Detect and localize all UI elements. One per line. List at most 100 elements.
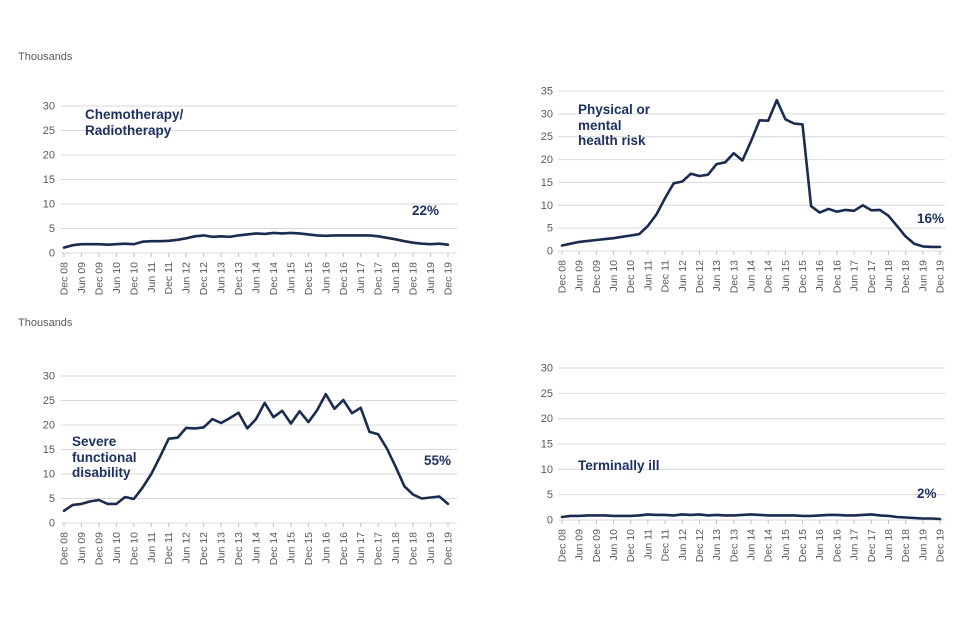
svg-text:20: 20: [43, 420, 55, 432]
svg-text:5: 5: [49, 493, 55, 505]
svg-text:Jun 10: Jun 10: [111, 262, 123, 294]
svg-text:Jun 14: Jun 14: [746, 529, 758, 561]
svg-text:Dec 14: Dec 14: [268, 262, 280, 295]
svg-text:Jun 13: Jun 13: [216, 532, 228, 564]
svg-text:15: 15: [541, 439, 553, 451]
svg-text:Dec 13: Dec 13: [233, 532, 245, 565]
svg-text:Jun 13: Jun 13: [711, 529, 723, 561]
svg-text:10: 10: [541, 464, 553, 476]
svg-text:Dec 12: Dec 12: [694, 260, 706, 293]
svg-text:20: 20: [541, 154, 553, 166]
svg-text:Jun 10: Jun 10: [111, 532, 123, 564]
svg-text:Dec 12: Dec 12: [694, 529, 706, 562]
svg-text:Dec 19: Dec 19: [443, 532, 455, 565]
svg-text:Dec 16: Dec 16: [831, 529, 843, 562]
svg-text:Dec 10: Dec 10: [128, 262, 140, 295]
svg-text:Dec 10: Dec 10: [625, 529, 637, 562]
svg-text:Jun 13: Jun 13: [216, 262, 228, 294]
svg-text:Dec 15: Dec 15: [797, 260, 809, 293]
svg-text:0: 0: [49, 248, 55, 260]
svg-text:25: 25: [541, 131, 553, 143]
svg-text:Jun 11: Jun 11: [642, 260, 654, 291]
svg-text:Jun 14: Jun 14: [251, 532, 263, 564]
svg-text:Dec 11: Dec 11: [660, 260, 672, 293]
chart-title: Severe functional disability: [72, 434, 137, 481]
svg-text:Jun 19: Jun 19: [917, 260, 929, 292]
svg-text:Dec 09: Dec 09: [591, 260, 603, 293]
svg-text:Jun 18: Jun 18: [390, 262, 402, 294]
svg-text:20: 20: [43, 150, 55, 162]
svg-text:Dec 14: Dec 14: [763, 529, 775, 562]
svg-text:30: 30: [43, 101, 55, 113]
svg-text:Jun 09: Jun 09: [76, 532, 88, 564]
svg-text:Dec 18: Dec 18: [408, 262, 420, 295]
svg-text:Jun 14: Jun 14: [251, 262, 263, 294]
svg-text:Dec 11: Dec 11: [163, 262, 175, 295]
svg-text:Dec 13: Dec 13: [233, 262, 245, 295]
svg-text:35: 35: [541, 86, 553, 98]
svg-text:30: 30: [43, 371, 55, 383]
svg-text:Jun 17: Jun 17: [355, 262, 367, 294]
svg-text:Dec 14: Dec 14: [763, 260, 775, 293]
svg-text:Dec 19: Dec 19: [935, 529, 947, 562]
y-axis-unit-label-bottom: Thousands: [18, 317, 73, 329]
svg-text:Dec 16: Dec 16: [831, 260, 843, 293]
svg-text:Jun 10: Jun 10: [608, 260, 620, 292]
svg-text:Jun 12: Jun 12: [181, 262, 193, 294]
percent-annotation: 22%: [412, 203, 440, 218]
svg-text:Dec 09: Dec 09: [93, 262, 105, 295]
svg-text:Dec 18: Dec 18: [900, 529, 912, 562]
svg-text:Dec 15: Dec 15: [303, 262, 315, 295]
svg-text:0: 0: [49, 518, 55, 530]
svg-text:Jun 14: Jun 14: [746, 260, 758, 292]
svg-text:25: 25: [43, 125, 55, 137]
chart-physical-or-mental-health-risk: 0 5 10 15 20 25 30 35 Dec 08 Jun 09 Dec 09 Jun 10 De…: [497, 80, 960, 312]
svg-text:10: 10: [541, 200, 553, 212]
svg-text:30: 30: [541, 363, 553, 375]
svg-text:25: 25: [43, 395, 55, 407]
svg-text:Dec 12: Dec 12: [198, 532, 210, 565]
svg-text:Jun 18: Jun 18: [390, 532, 402, 564]
svg-text:Jun 18: Jun 18: [883, 529, 895, 561]
svg-text:Dec 16: Dec 16: [338, 532, 350, 565]
svg-text:Jun 17: Jun 17: [849, 529, 861, 561]
chart-terminally-ill: 0 5 10 15 20 25 30 Dec 08 Jun 09 Dec 09 Jun 10 Dec …: [497, 350, 960, 582]
chart-title: Physical or mental health risk: [578, 102, 651, 149]
svg-text:Dec 08: Dec 08: [557, 529, 569, 562]
svg-text:Jun 18: Jun 18: [883, 260, 895, 292]
svg-text:Jun 11: Jun 11: [642, 529, 654, 560]
svg-text:Dec 18: Dec 18: [408, 532, 420, 565]
svg-text:Jun 16: Jun 16: [814, 260, 826, 292]
svg-text:Dec 18: Dec 18: [900, 260, 912, 293]
svg-text:Jun 12: Jun 12: [677, 260, 689, 292]
svg-text:5: 5: [547, 223, 553, 235]
svg-text:Jun 15: Jun 15: [285, 532, 297, 564]
svg-text:Dec 08: Dec 08: [59, 262, 71, 295]
svg-text:Jun 19: Jun 19: [425, 532, 437, 564]
svg-text:5: 5: [49, 223, 55, 235]
svg-text:Dec 14: Dec 14: [268, 532, 280, 565]
svg-text:Jun 09: Jun 09: [574, 529, 586, 561]
chart-severe-functional-disability: 0 5 10 15 20 25 30 Dec 08 Jun 09 Dec 09 Jun 10 Dec …: [0, 350, 470, 585]
svg-text:Jun 11: Jun 11: [146, 532, 158, 563]
svg-text:Jun 17: Jun 17: [849, 260, 861, 292]
svg-text:5: 5: [547, 489, 553, 501]
svg-text:0: 0: [547, 246, 553, 258]
chart-title: Chemotherapy/ Radiotherapy: [85, 107, 184, 138]
svg-text:Dec 15: Dec 15: [797, 529, 809, 562]
percent-annotation: 2%: [917, 486, 937, 501]
svg-text:Jun 09: Jun 09: [574, 260, 586, 292]
percent-annotation: 55%: [424, 453, 452, 468]
svg-text:Dec 10: Dec 10: [128, 532, 140, 565]
svg-text:Dec 09: Dec 09: [591, 529, 603, 562]
svg-text:Jun 16: Jun 16: [320, 262, 332, 294]
svg-text:Dec 11: Dec 11: [163, 532, 175, 565]
svg-text:15: 15: [43, 444, 55, 456]
chart-chemotherapy-radiotherapy: 0 5 10 15 20 25 30 Dec 08 Jun 09 Dec 09 Jun 10 Dec …: [0, 80, 470, 315]
chemotherapy-line-plot: 0 5 10 15 20 25 30 Dec 08 Jun 09 Dec 09 Jun 10 Dec …: [43, 101, 457, 295]
svg-text:Jun 16: Jun 16: [320, 532, 332, 564]
svg-text:20: 20: [541, 413, 553, 425]
svg-text:Jun 15: Jun 15: [285, 262, 297, 294]
svg-text:Dec 10: Dec 10: [625, 260, 637, 293]
